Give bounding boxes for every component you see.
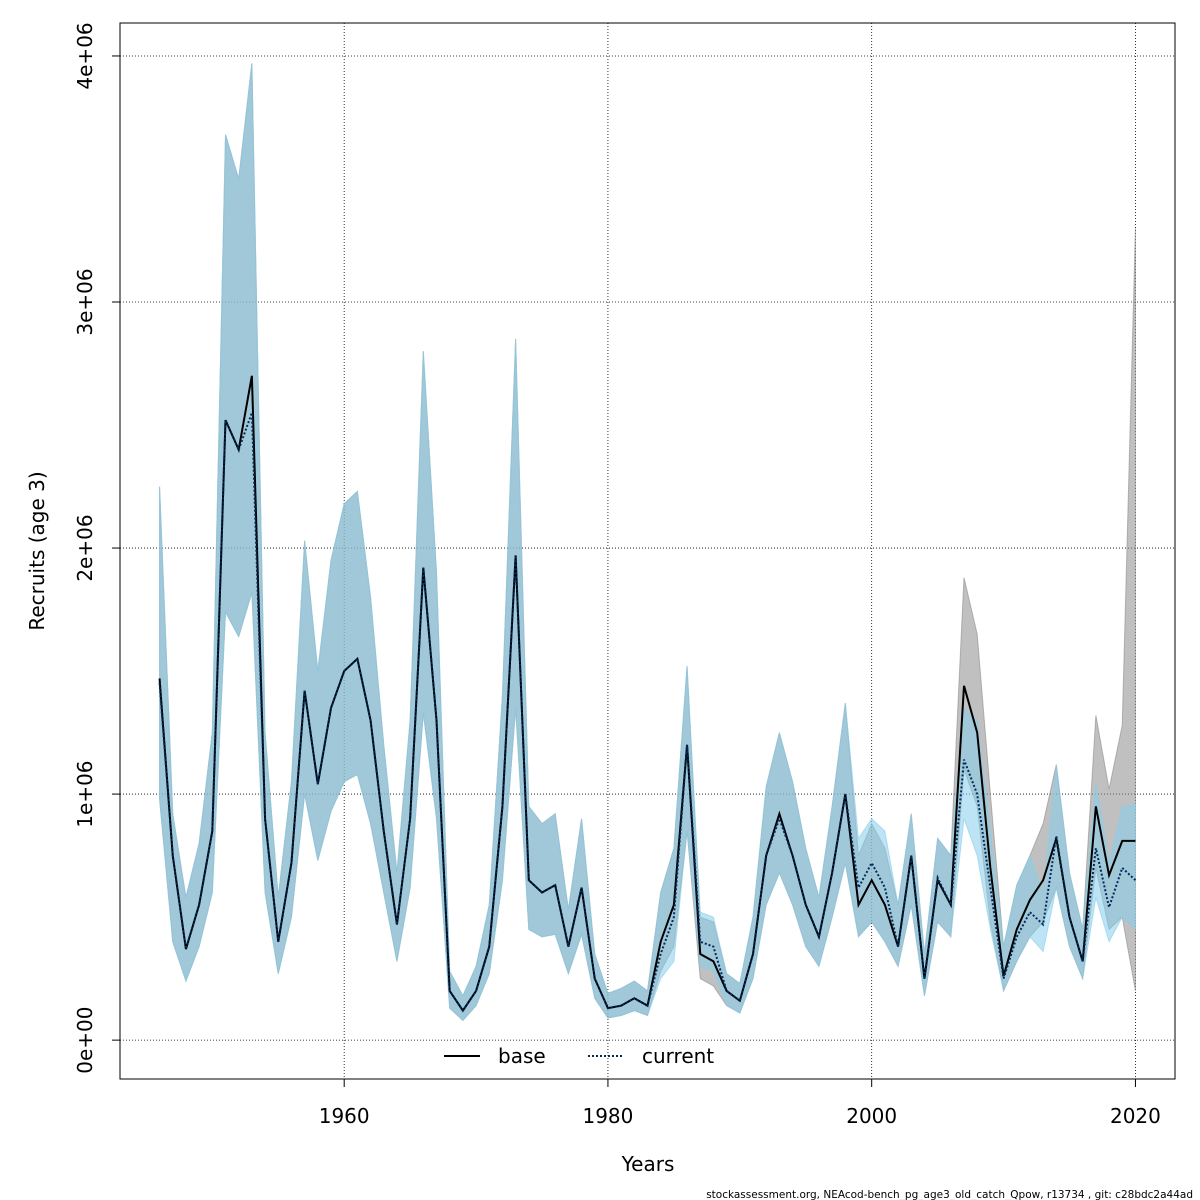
y-tick-label: 4e+06 [73, 22, 97, 89]
x-tick-label: 1960 [319, 1104, 370, 1128]
footer: stockassessment.org, NEAcod-bench_pg_age… [706, 1189, 1193, 1200]
x-tick-label: 2000 [846, 1104, 897, 1128]
legend-label: base [498, 1044, 546, 1068]
y-axis-label: Recruits (age 3) [25, 471, 49, 630]
plot-frame [119, 22, 1176, 1080]
y-tick-label: 0e+00 [73, 1007, 97, 1074]
confidence-band [159, 63, 1136, 1022]
series-line [158, 412, 1137, 1013]
x-tick-label: 2020 [1110, 1104, 1161, 1128]
x-tick-label: 1980 [582, 1104, 633, 1128]
legend-label: current [642, 1044, 714, 1068]
y-tick-label: 2e+06 [73, 514, 97, 581]
y-tick-label: 1e+06 [73, 760, 97, 827]
y-tick-label: 3e+06 [73, 268, 97, 335]
x-axis-label: Years [621, 1152, 675, 1176]
